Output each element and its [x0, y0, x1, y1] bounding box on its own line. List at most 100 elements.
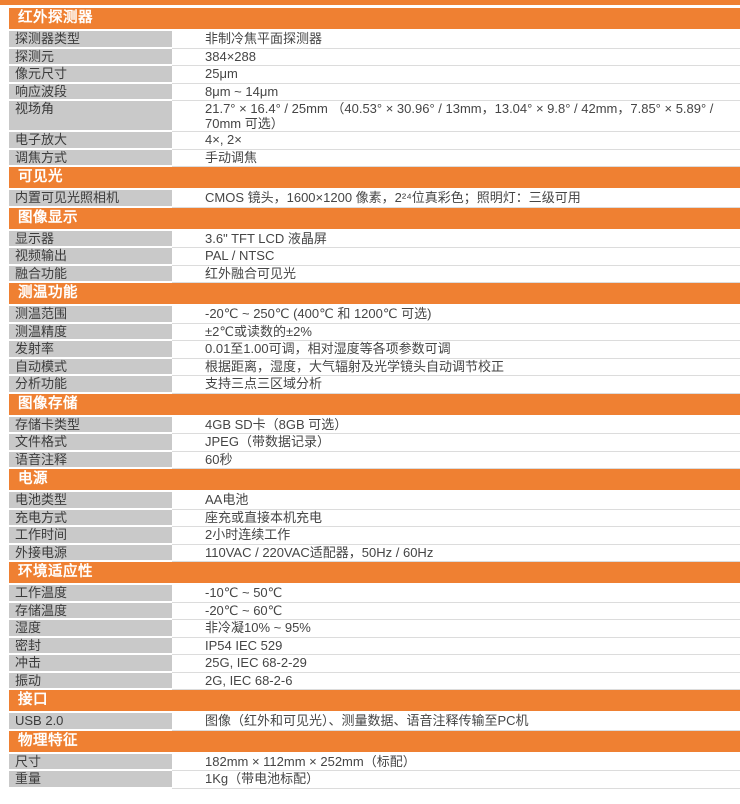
spec-value: 红外融合可见光 [172, 265, 740, 283]
section-header-environmental: 环境适应性 [9, 562, 740, 583]
spec-row: 视频输出 PAL / NTSC [9, 248, 740, 266]
spec-value: PAL / NTSC [172, 248, 740, 266]
spec-label: 存储卡类型 [9, 416, 172, 434]
spec-row: 工作温度 -10℃ ~ 50℃ [9, 585, 740, 603]
spec-label: 电池类型 [9, 492, 172, 510]
spec-label: 语音注释 [9, 451, 172, 469]
spec-row: 探测元 384×288 [9, 48, 740, 66]
spec-label: 外接电源 [9, 544, 172, 562]
section-header-visible-light: 可见光 [9, 167, 740, 188]
spec-value: 3.6" TFT LCD 液晶屏 [172, 230, 740, 248]
spec-row: 文件格式 JPEG（带数据记录） [9, 434, 740, 452]
spec-value: 2G, IEC 68-2-6 [172, 672, 740, 690]
spec-row: 冲击 25G, IEC 68-2-29 [9, 655, 740, 673]
spec-value: 182mm × 112mm × 252mm（标配） [172, 753, 740, 771]
spec-value: 非冷凝10% ~ 95% [172, 620, 740, 638]
spec-value: 21.7° × 16.4° / 25mm （40.53° × 30.96° / … [172, 101, 740, 132]
spec-row: 测温范围 -20℃ ~ 250℃ (400℃ 和 1200℃ 可选) [9, 306, 740, 324]
spec-row: 像元尺寸 25μm [9, 66, 740, 84]
section-header-infrared-detector: 红外探测器 [9, 8, 740, 29]
spec-row: 自动模式 根据距离，湿度，大气辐射及光学镜头自动调节校正 [9, 358, 740, 376]
spec-value: 支持三点三区域分析 [172, 376, 740, 394]
spec-value: 非制冷焦平面探测器 [172, 31, 740, 49]
section-title: 接口 [18, 692, 48, 708]
spec-label: 电子放大 [9, 132, 172, 150]
spec-label: 探测元 [9, 48, 172, 66]
section-header-interface: 接口 [9, 690, 740, 711]
spec-row: 外接电源 110VAC / 220VAC适配器，50Hz / 60Hz [9, 544, 740, 562]
spec-label: 充电方式 [9, 509, 172, 527]
spec-label: 内置可见光照相机 [9, 190, 172, 208]
spec-row: 存储卡类型 4GB SD卡（8GB 可选） [9, 416, 740, 434]
spec-label: USB 2.0 [9, 713, 172, 731]
spec-value: -20℃ ~ 250℃ (400℃ 和 1200℃ 可选) [172, 306, 740, 324]
spec-row: 电子放大 4×, 2× [9, 132, 740, 150]
spec-row: USB 2.0 图像（红外和可见光）、测量数据、语音注释传输至PC机 [9, 713, 740, 731]
spec-value: 手动调焦 [172, 149, 740, 167]
section-title: 物理特征 [18, 732, 78, 749]
spec-value: 0.01至1.00可调，相对湿度等各项参数可调 [172, 341, 740, 359]
spec-label: 显示器 [9, 230, 172, 248]
spec-row: 充电方式 座充或直接本机充电 [9, 509, 740, 527]
spec-value: 2小时连续工作 [172, 527, 740, 545]
spec-row: 内置可见光照相机 CMOS 镜头，1600×1200 像素，2²⁴位真彩色；照明… [9, 190, 740, 208]
section-header-physical: 物理特征 [9, 730, 740, 752]
spec-label: 重量 [9, 771, 172, 789]
spec-row: 发射率 0.01至1.00可调，相对湿度等各项参数可调 [9, 341, 740, 359]
spec-label: 振动 [9, 672, 172, 690]
spec-label: 响应波段 [9, 83, 172, 101]
spec-value: 根据距离，湿度，大气辐射及光学镜头自动调节校正 [172, 358, 740, 376]
section-title: 图像显示 [18, 209, 78, 226]
section-header-image-display: 图像显示 [9, 207, 740, 229]
section-title: 电源 [18, 471, 48, 487]
spec-row: 响应波段 8μm ~ 14μm [9, 83, 740, 101]
spec-label: 发射率 [9, 341, 172, 359]
spec-value: -10℃ ~ 50℃ [172, 585, 740, 603]
spec-label: 存储温度 [9, 602, 172, 620]
spec-row: 电池类型 AA电池 [9, 492, 740, 510]
spec-row: 振动 2G, IEC 68-2-6 [9, 672, 740, 690]
spec-value: ±2℃或读数的±2% [172, 323, 740, 341]
spec-label: 湿度 [9, 620, 172, 638]
spec-label: 分析功能 [9, 376, 172, 394]
section-header-power: 电源 [9, 469, 740, 490]
spec-value: IP54 IEC 529 [172, 637, 740, 655]
section-title: 环境适应性 [18, 564, 93, 580]
spec-value: 25G, IEC 68-2-29 [172, 655, 740, 673]
spec-label: 调焦方式 [9, 149, 172, 167]
spec-row: 调焦方式 手动调焦 [9, 149, 740, 167]
spec-row: 密封 IP54 IEC 529 [9, 637, 740, 655]
spec-value: 8μm ~ 14μm [172, 83, 740, 101]
spec-label: 视频输出 [9, 248, 172, 266]
spec-value: CMOS 镜头，1600×1200 像素，2²⁴位真彩色；照明灯：三级可用 [172, 190, 740, 208]
spec-value: 4×, 2× [172, 132, 740, 150]
spec-value: 60秒 [172, 451, 740, 469]
section-title: 图像存储 [18, 395, 78, 412]
spec-row: 显示器 3.6" TFT LCD 液晶屏 [9, 230, 740, 248]
section-title: 可见光 [18, 169, 63, 185]
spec-label: 密封 [9, 637, 172, 655]
spec-label: 自动模式 [9, 358, 172, 376]
spec-label: 测温精度 [9, 323, 172, 341]
spec-label: 视场角 [9, 101, 172, 132]
spec-value: 座充或直接本机充电 [172, 509, 740, 527]
spec-row: 分析功能 支持三点三区域分析 [9, 376, 740, 394]
spec-row: 融合功能 红外融合可见光 [9, 265, 740, 283]
top-accent-strip [0, 0, 740, 5]
spec-label: 冲击 [9, 655, 172, 673]
spec-row: 工作时间 2小时连续工作 [9, 527, 740, 545]
spec-label: 融合功能 [9, 265, 172, 283]
spec-value: 384×288 [172, 48, 740, 66]
spec-row: 探测器类型 非制冷焦平面探测器 [9, 31, 740, 49]
spec-value: 4GB SD卡（8GB 可选） [172, 416, 740, 434]
spec-row: 重量 1Kg（带电池标配） [9, 771, 740, 789]
spec-label: 尺寸 [9, 753, 172, 771]
spec-row: 存储温度 -20℃ ~ 60℃ [9, 602, 740, 620]
section-title: 测温功能 [18, 285, 78, 301]
spec-label: 像元尺寸 [9, 66, 172, 84]
spec-value: 图像（红外和可见光）、测量数据、语音注释传输至PC机 [172, 713, 740, 731]
spec-label: 工作温度 [9, 585, 172, 603]
section-header-image-storage: 图像存储 [9, 393, 740, 415]
spec-row: 测温精度 ±2℃或读数的±2% [9, 323, 740, 341]
spec-value: 1Kg（带电池标配） [172, 771, 740, 789]
